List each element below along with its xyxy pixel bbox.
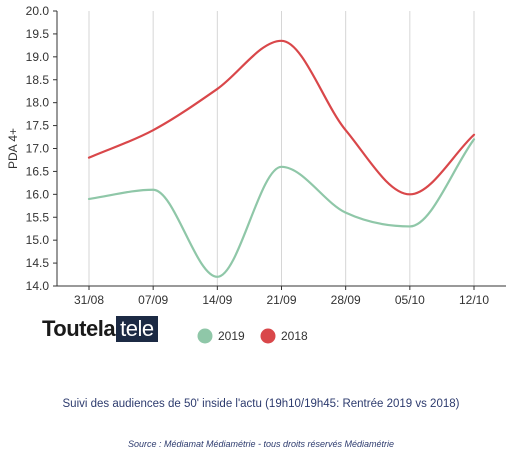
y-tick-label: 18.0: [26, 96, 50, 110]
y-tick-label: 15.5: [26, 210, 50, 224]
y-tick-label: 15.0: [26, 233, 50, 247]
x-tick-label: 28/09: [331, 293, 361, 307]
logo-text-part1: Toutela: [42, 316, 116, 341]
x-tick-label: 07/09: [138, 293, 168, 307]
x-tick-label: 12/10: [459, 293, 489, 307]
y-tick-label: 17.5: [26, 119, 50, 133]
y-tick-label: 19.5: [26, 27, 50, 41]
y-axis-label: PDA 4+: [6, 128, 20, 169]
y-tick-label: 20.0: [26, 4, 50, 18]
logo-text-part2: tele: [116, 316, 158, 342]
y-tick-label: 14.5: [26, 256, 50, 270]
y-tick-label: 16.0: [26, 187, 50, 201]
line-chart: 14.0 14.5 15.0 15.5 16.0 16.5 17.0 17.5 18.0 18.5…: [6, 4, 506, 344]
x-tick-label: 31/08: [74, 293, 104, 307]
source-note: Source : Médiamat Médiamétrie - tous dro…: [127, 439, 395, 449]
legend-label-2018: 2018: [281, 329, 308, 343]
legend-marker-2019: [197, 328, 213, 344]
series-line-2019: [87, 138, 476, 278]
x-tick-label: 14/09: [202, 293, 232, 307]
y-tick-label: 17.0: [26, 142, 50, 156]
x-tick-label: 21/09: [266, 293, 296, 307]
toutelatele-logo: Toutela tele: [42, 316, 158, 342]
series-line-2018: [87, 39, 476, 196]
x-tick-label: 05/10: [395, 293, 425, 307]
legend-marker-2018: [260, 328, 276, 344]
legend-label-2019: 2019: [218, 329, 245, 343]
y-tick-label: 19.0: [26, 50, 50, 64]
y-tick-label: 18.5: [26, 73, 50, 87]
chart-caption: Suivi des audiences de 50' inside l'actu…: [62, 398, 460, 410]
y-tick-label: 14.0: [26, 279, 50, 293]
y-tick-label: 16.5: [26, 164, 50, 178]
